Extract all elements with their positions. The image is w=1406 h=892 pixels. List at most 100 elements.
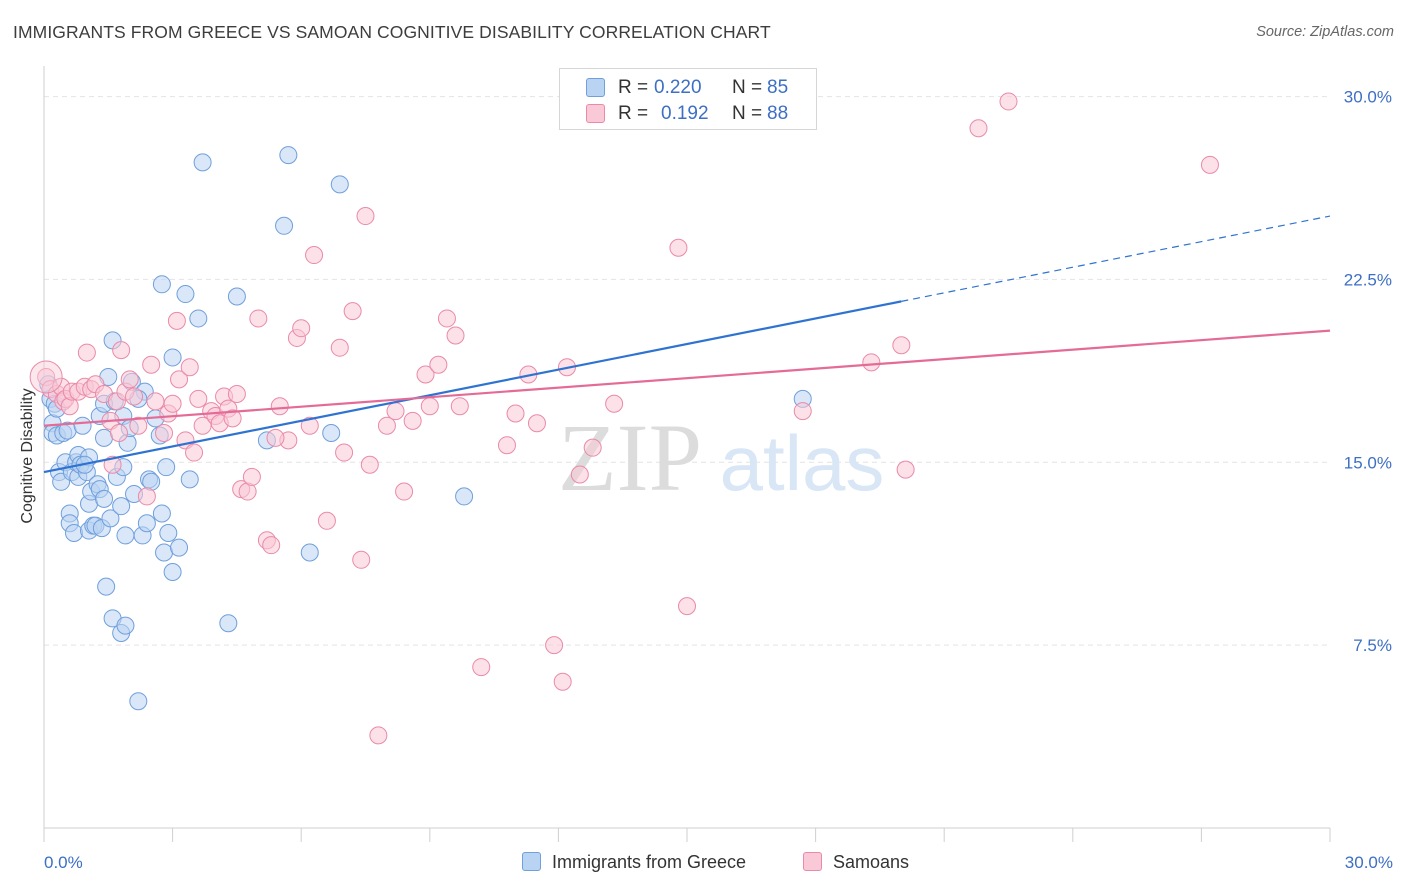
grid-lines bbox=[44, 96, 1330, 646]
samoan-point bbox=[223, 409, 242, 428]
samoan-point bbox=[497, 436, 516, 455]
samoan-point bbox=[129, 416, 148, 435]
samoan-point bbox=[335, 443, 354, 462]
samoan-point bbox=[437, 309, 456, 328]
samoan-point bbox=[292, 319, 311, 338]
bottom-legend-swatch-greece bbox=[522, 852, 541, 871]
samoan-point bbox=[270, 397, 289, 416]
samoan-trend-line bbox=[43, 329, 1331, 427]
greece-point bbox=[112, 497, 131, 516]
samoan-point bbox=[185, 443, 204, 462]
greece-trend-extension bbox=[901, 215, 1331, 302]
samoan-point bbox=[506, 404, 525, 423]
chart-title: IMMIGRANTS FROM GREECE VS SAMOAN COGNITI… bbox=[13, 22, 771, 42]
samoan-point bbox=[189, 389, 208, 408]
bottom-legend-label-samoans: Samoans bbox=[833, 852, 910, 872]
legend-n-value-samoans: 88 bbox=[767, 103, 789, 124]
greece-point bbox=[157, 458, 176, 477]
samoan-point bbox=[420, 397, 439, 416]
samoan-point bbox=[330, 338, 349, 357]
bottom-legend-label-greece: Immigrants from Greece bbox=[552, 852, 747, 872]
watermark-atlas: atlas bbox=[720, 419, 885, 507]
samoan-point bbox=[262, 536, 281, 555]
samoan-point bbox=[583, 438, 602, 457]
greece-point bbox=[300, 543, 319, 562]
watermark-zip: ZIP bbox=[558, 404, 702, 511]
legend-swatch-samoans bbox=[586, 104, 605, 123]
data-points bbox=[29, 92, 1219, 745]
samoan-point bbox=[678, 597, 696, 616]
legend-n-label: N = bbox=[732, 77, 763, 98]
greece-point bbox=[101, 509, 120, 528]
greece-point bbox=[155, 543, 174, 562]
samoan-point bbox=[180, 358, 199, 377]
legend-r-value-samoans: 0.192 bbox=[661, 103, 709, 124]
legend-n-value-greece: 85 bbox=[767, 77, 789, 98]
greece-point bbox=[279, 146, 298, 165]
samoan-point bbox=[167, 311, 186, 330]
samoan-point bbox=[369, 726, 388, 745]
samoan-point bbox=[669, 238, 688, 257]
samoan-point bbox=[155, 424, 174, 443]
greece-point bbox=[116, 616, 135, 635]
samoan-point bbox=[570, 465, 589, 484]
greece-point bbox=[65, 523, 84, 542]
samoan-point bbox=[112, 341, 131, 360]
greece-point bbox=[163, 563, 182, 581]
samoan-point bbox=[999, 92, 1018, 111]
samoan-point bbox=[170, 370, 189, 389]
samoan-point bbox=[896, 460, 915, 479]
greece-point bbox=[322, 424, 341, 443]
samoan-point bbox=[360, 455, 379, 474]
greece-point bbox=[95, 489, 114, 508]
y-tick-label: 22.5% bbox=[1344, 270, 1392, 289]
bottom-legend-samoans: Samoans bbox=[803, 852, 909, 873]
greece-point bbox=[152, 504, 171, 523]
greece-point bbox=[159, 523, 178, 542]
x-tick-label: 0.0% bbox=[44, 853, 83, 872]
samoan-point bbox=[416, 365, 435, 384]
y-tick-label: 7.5% bbox=[1353, 636, 1392, 655]
greece-point bbox=[219, 614, 238, 633]
samoan-point bbox=[266, 428, 285, 447]
samoan-point bbox=[1200, 155, 1219, 174]
samoan-point bbox=[429, 355, 448, 374]
samoan-point bbox=[120, 370, 139, 389]
samoan-point bbox=[317, 511, 336, 530]
samoan-point bbox=[553, 672, 572, 691]
greece-point bbox=[455, 487, 474, 506]
greece-point bbox=[137, 514, 156, 533]
samoan-point bbox=[103, 455, 122, 474]
samoan-point bbox=[227, 385, 246, 404]
legend-r-value-greece: 0.220 bbox=[654, 77, 702, 98]
y-tick-label: 15.0% bbox=[1344, 453, 1392, 472]
legend-r-label: R = bbox=[618, 103, 649, 124]
greece-point bbox=[116, 526, 135, 545]
samoan-point bbox=[472, 658, 491, 677]
greece-point bbox=[73, 416, 92, 435]
legend-n-label: N = bbox=[732, 103, 763, 124]
samoan-point bbox=[142, 355, 161, 374]
legend-swatch-greece bbox=[586, 78, 605, 97]
samoan-point bbox=[77, 343, 96, 362]
greece-trend-line bbox=[43, 300, 902, 474]
greece-point bbox=[176, 285, 195, 304]
trend-lines bbox=[43, 215, 1331, 474]
greece-point bbox=[129, 692, 148, 711]
samoan-point bbox=[605, 394, 624, 413]
samoan-point bbox=[125, 387, 144, 406]
samoan-point bbox=[862, 353, 881, 372]
samoan-point bbox=[527, 414, 546, 433]
y-axis-title: Cognitive Disability bbox=[19, 388, 36, 524]
greece-point bbox=[193, 153, 212, 172]
bottom-legend-greece: Immigrants from Greece bbox=[522, 852, 746, 873]
samoan-point bbox=[446, 326, 465, 345]
samoan-point bbox=[545, 636, 564, 655]
greece-point bbox=[189, 309, 208, 328]
source-credit: Source: ZipAtlas.com bbox=[1256, 24, 1394, 40]
samoan-point bbox=[163, 394, 182, 413]
samoan-point bbox=[29, 360, 63, 394]
samoan-point bbox=[450, 397, 469, 416]
axes bbox=[43, 66, 1331, 842]
